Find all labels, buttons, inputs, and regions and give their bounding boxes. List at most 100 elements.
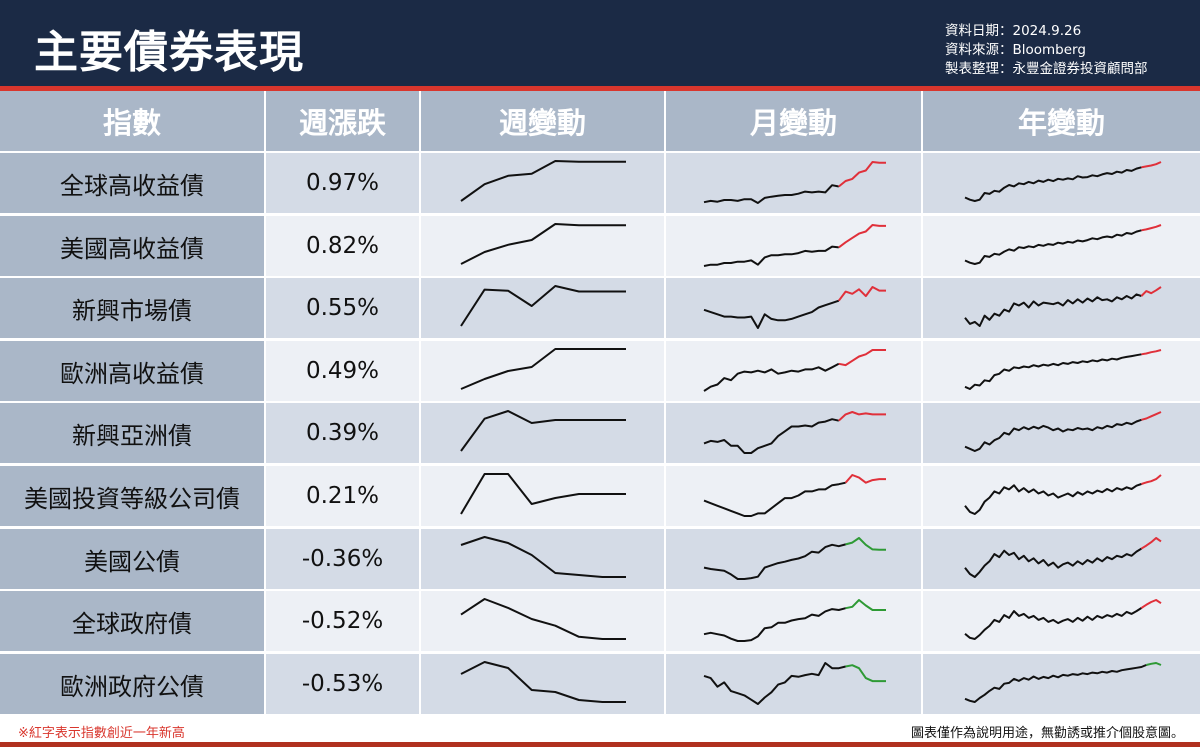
week-sparkline: [460, 536, 626, 578]
week-sparkline-line: [460, 160, 626, 202]
month-sparkline-highlight-line: [845, 599, 886, 611]
meta-info: 資料日期：2024.9.26 資料來源：Bloomberg 製表整理：永豐金證券…: [945, 22, 1148, 79]
index-name: 美國高收益債: [60, 234, 204, 263]
index-name-cell: 全球高收益債: [0, 153, 264, 213]
data-source: 資料來源：Bloomberg: [945, 42, 1086, 58]
index-name: 全球高收益債: [60, 171, 204, 200]
year-sparkline-line: [964, 166, 1142, 202]
month-sparkline-line: [703, 245, 839, 267]
index-name: 新興亞洲債: [72, 421, 192, 450]
month-sparkline-highlight-line: [845, 664, 886, 683]
index-name: 歐洲高收益債: [60, 359, 204, 388]
month-sparkline-highlight-line: [845, 537, 886, 551]
month-trend-cell: [666, 654, 921, 714]
month-sparkline: [703, 599, 886, 642]
col-header-year-trend: 年變動: [923, 91, 1200, 151]
year-trend-cell: [923, 466, 1200, 526]
week-trend-cell: [421, 654, 664, 714]
week-trend-cell: [421, 278, 664, 338]
week-trend-cell: [421, 153, 664, 213]
year-sparkline-line: [964, 229, 1142, 265]
week-trend-cell: [421, 403, 664, 463]
weekly-change-value: 0.97%: [305, 170, 380, 196]
year-sparkline-line: [964, 664, 1147, 703]
weekly-change-cell: -0.52%: [266, 591, 419, 651]
index-name-cell: 美國投資等級公司債: [0, 466, 264, 526]
week-sparkline: [460, 473, 626, 515]
year-sparkline-line: [964, 293, 1142, 327]
weekly-change-value: -0.53%: [301, 671, 384, 697]
weekly-change-value: -0.52%: [301, 608, 384, 634]
month-sparkline: [703, 411, 886, 454]
month-trend-cell: [666, 403, 921, 463]
month-sparkline-line: [703, 607, 846, 642]
month-sparkline-line: [703, 662, 846, 705]
year-sparkline: [964, 662, 1162, 703]
month-sparkline-line: [703, 543, 846, 580]
year-trend-cell: [923, 278, 1200, 338]
index-name: 歐洲政府公債: [60, 672, 204, 701]
year-sparkline: [964, 537, 1162, 578]
month-trend-cell: [666, 591, 921, 651]
year-trend-cell: [923, 591, 1200, 651]
week-sparkline-line: [460, 223, 626, 265]
week-sparkline-line: [460, 285, 626, 327]
week-sparkline: [460, 661, 626, 703]
year-sparkline-highlight-line: [1140, 286, 1162, 297]
weekly-change-cell: -0.36%: [266, 529, 419, 589]
month-sparkline: [703, 537, 886, 580]
year-sparkline: [964, 286, 1162, 327]
week-sparkline: [460, 348, 626, 390]
week-sparkline-line: [460, 348, 626, 390]
index-name-cell: 美國公債: [0, 529, 264, 589]
year-sparkline-highlight-line: [1140, 537, 1162, 550]
year-trend-cell: [923, 403, 1200, 463]
header-accent-line: [0, 86, 1200, 91]
month-trend-cell: [666, 278, 921, 338]
index-name-cell: 新興亞洲債: [0, 403, 264, 463]
index-name: 全球政府債: [72, 609, 192, 638]
week-sparkline-line: [460, 410, 626, 452]
weekly-change-cell: 0.49%: [266, 341, 419, 401]
month-sparkline: [703, 224, 886, 267]
weekly-change-value: -0.36%: [301, 546, 384, 572]
year-sparkline: [964, 224, 1162, 265]
weekly-change-cell: 0.55%: [266, 278, 419, 338]
data-date: 資料日期：2024.9.26: [945, 23, 1082, 39]
month-sparkline-line: [703, 362, 840, 392]
week-sparkline: [460, 410, 626, 452]
week-sparkline: [460, 598, 626, 640]
year-sparkline-highlight-line: [1141, 161, 1162, 169]
month-trend-cell: [666, 529, 921, 589]
year-trend-cell: [923, 654, 1200, 714]
month-trend-cell: [666, 153, 921, 213]
week-trend-cell: [421, 466, 664, 526]
week-sparkline-line: [460, 661, 626, 703]
compiled-by: 製表整理：永豐金證券投資顧問部: [945, 61, 1148, 77]
month-sparkline-line: [703, 299, 840, 329]
month-sparkline: [703, 161, 886, 204]
month-sparkline-highlight-line: [838, 411, 886, 422]
year-sparkline: [964, 349, 1162, 390]
week-sparkline-line: [460, 473, 626, 515]
index-name: 美國投資等級公司債: [24, 484, 240, 513]
year-trend-cell: [923, 529, 1200, 589]
weekly-change-cell: 0.97%: [266, 153, 419, 213]
month-sparkline-line: [703, 481, 846, 517]
year-sparkline-line: [964, 418, 1142, 452]
year-sparkline: [964, 599, 1162, 640]
weekly-change-value: 0.82%: [305, 233, 380, 259]
index-name-cell: 美國高收益債: [0, 216, 264, 276]
col-header-month-trend: 月變動: [666, 91, 921, 151]
header-bar: 主要債券表現 資料日期：2024.9.26 資料來源：Bloomberg 製表整…: [0, 0, 1200, 86]
col-header-index: 指數: [0, 91, 264, 151]
month-sparkline: [703, 286, 886, 329]
index-name-cell: 歐洲政府公債: [0, 654, 264, 714]
year-sparkline-highlight-line: [1146, 662, 1162, 666]
year-sparkline-highlight-line: [1141, 411, 1162, 421]
year-trend-cell: [923, 153, 1200, 213]
year-sparkline-highlight-line: [1140, 599, 1162, 609]
month-sparkline-highlight-line: [838, 349, 886, 367]
month-sparkline-highlight-line: [837, 286, 886, 302]
year-sparkline-line: [964, 607, 1142, 640]
